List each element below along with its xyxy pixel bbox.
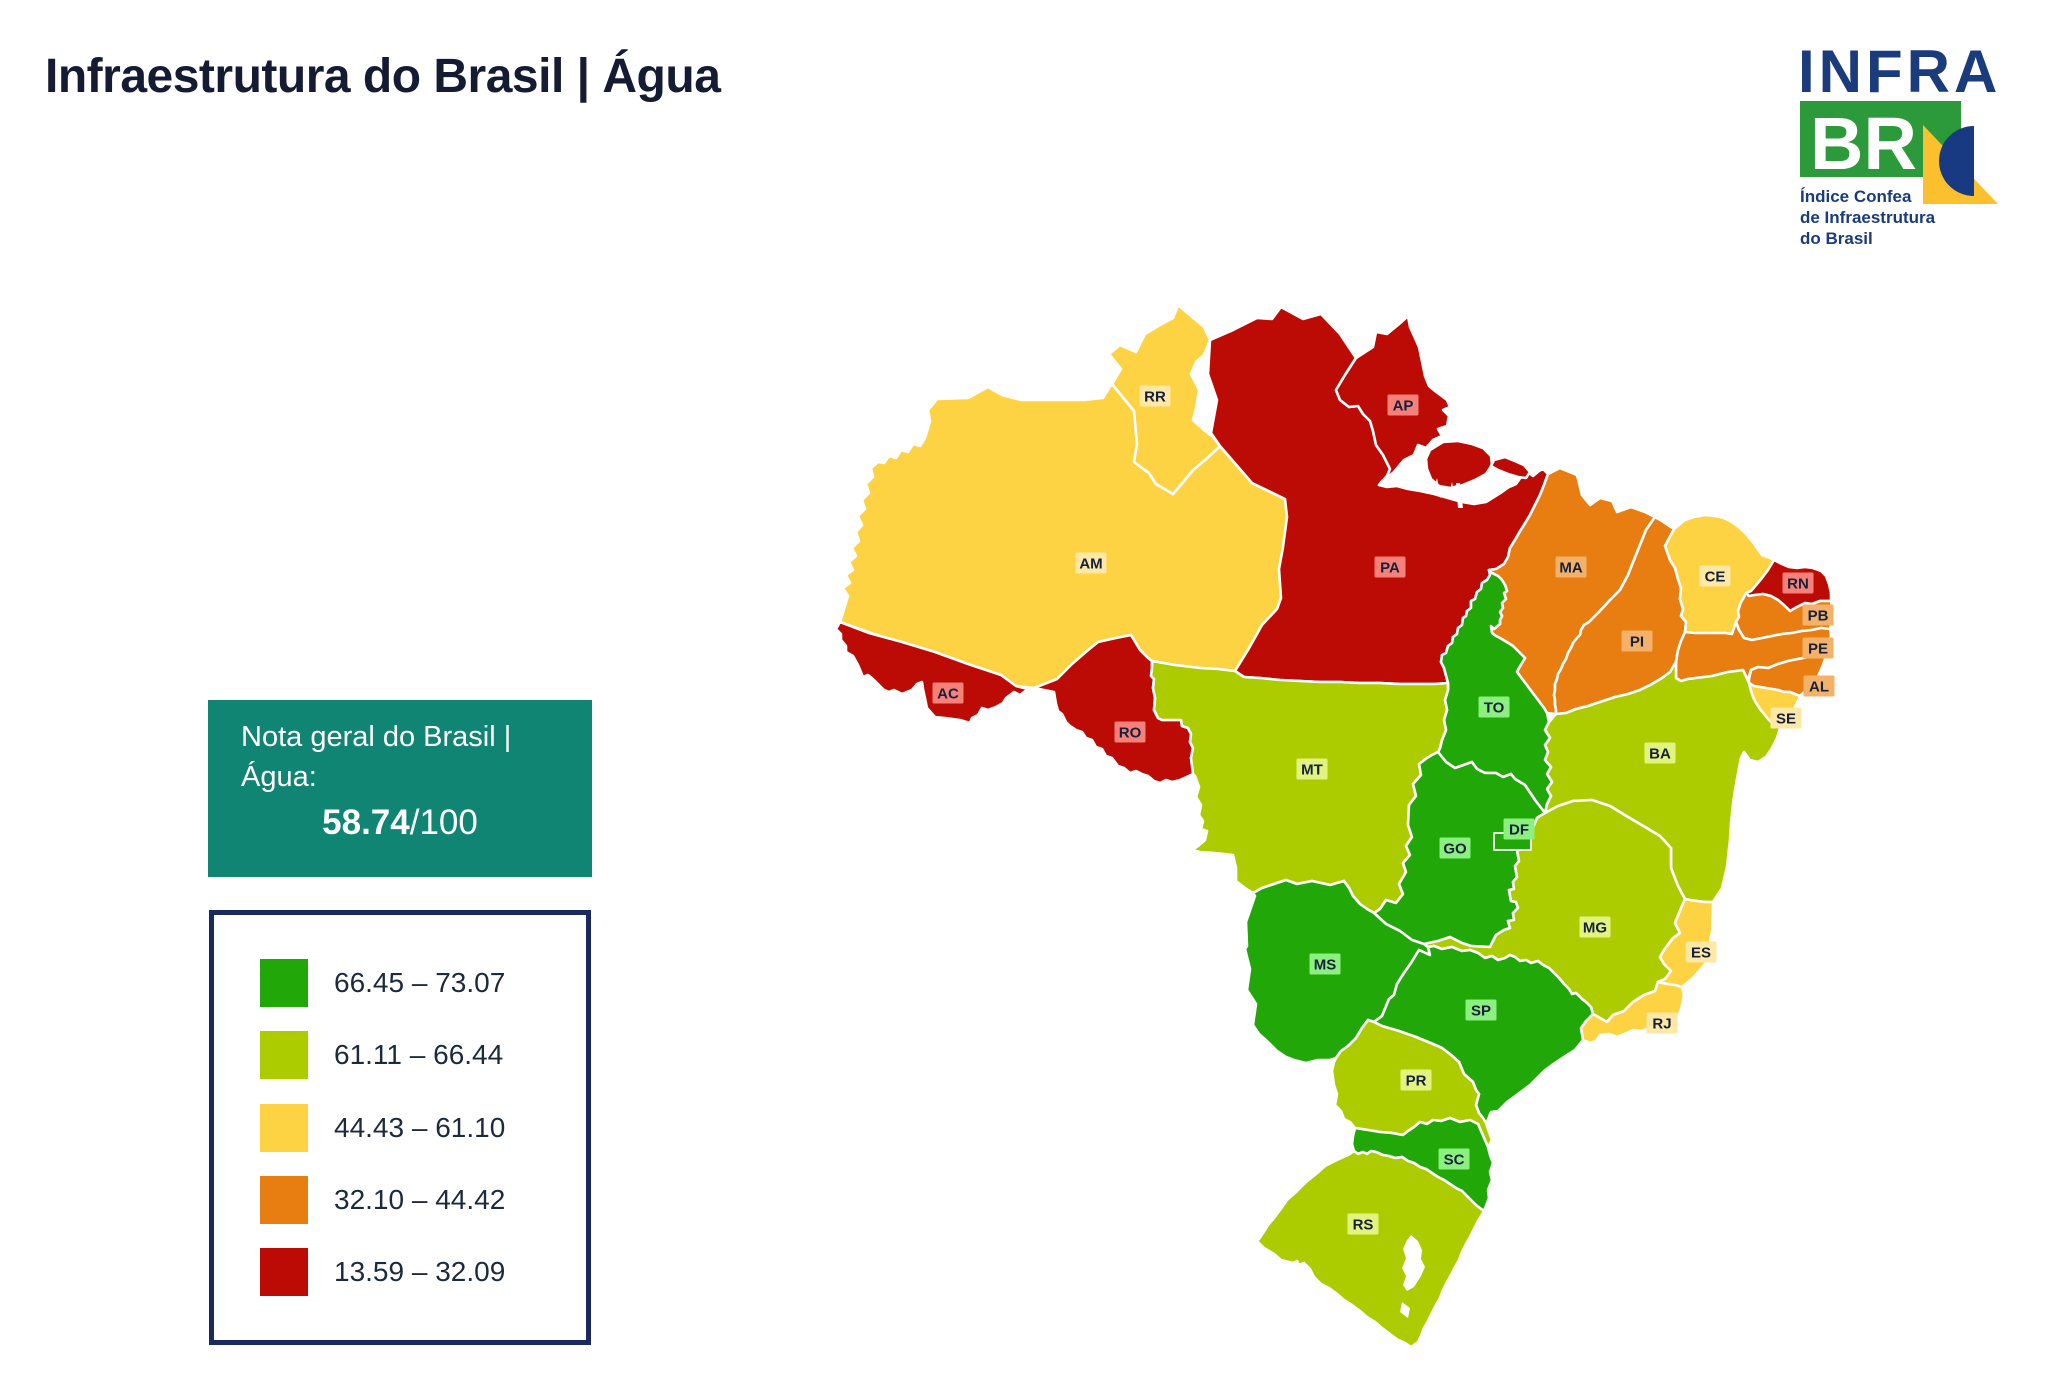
svg-text:RS: RS <box>1353 1217 1374 1234</box>
svg-text:BA: BA <box>1649 746 1671 763</box>
svg-text:PE: PE <box>1808 641 1828 658</box>
svg-text:de Infraestrutura: de Infraestrutura <box>1800 208 1936 227</box>
svg-text:MG: MG <box>1583 920 1607 937</box>
svg-text:MA: MA <box>1559 560 1582 577</box>
svg-text:SE: SE <box>1776 711 1796 728</box>
svg-text:RR: RR <box>1144 389 1166 406</box>
svg-text:RN: RN <box>1787 576 1809 593</box>
svg-text:INFRA: INFRA <box>1798 45 2001 105</box>
svg-text:AP: AP <box>1393 398 1414 415</box>
svg-text:PA: PA <box>1380 560 1400 577</box>
svg-text:TO: TO <box>1484 700 1505 717</box>
svg-text:PR: PR <box>1406 1073 1427 1090</box>
svg-text:PI: PI <box>1630 634 1644 651</box>
svg-text:GO: GO <box>1443 841 1467 858</box>
svg-text:CE: CE <box>1705 569 1726 586</box>
svg-text:ES: ES <box>1691 945 1711 962</box>
svg-text:AM: AM <box>1079 556 1102 573</box>
svg-text:RO: RO <box>1119 725 1142 742</box>
svg-text:MT: MT <box>1301 762 1323 779</box>
svg-text:AL: AL <box>1809 679 1829 696</box>
svg-text:MS: MS <box>1314 957 1337 974</box>
svg-text:RJ: RJ <box>1652 1016 1671 1033</box>
svg-text:Índice Confea: Índice Confea <box>1800 187 1912 206</box>
svg-text:AC: AC <box>937 686 959 703</box>
svg-text:BR: BR <box>1810 102 1917 185</box>
svg-text:SP: SP <box>1471 1003 1491 1020</box>
svg-text:PB: PB <box>1808 608 1829 625</box>
svg-text:DF: DF <box>1509 822 1529 839</box>
svg-text:SC: SC <box>1444 1152 1465 1169</box>
svg-text:do Brasil: do Brasil <box>1800 229 1873 245</box>
